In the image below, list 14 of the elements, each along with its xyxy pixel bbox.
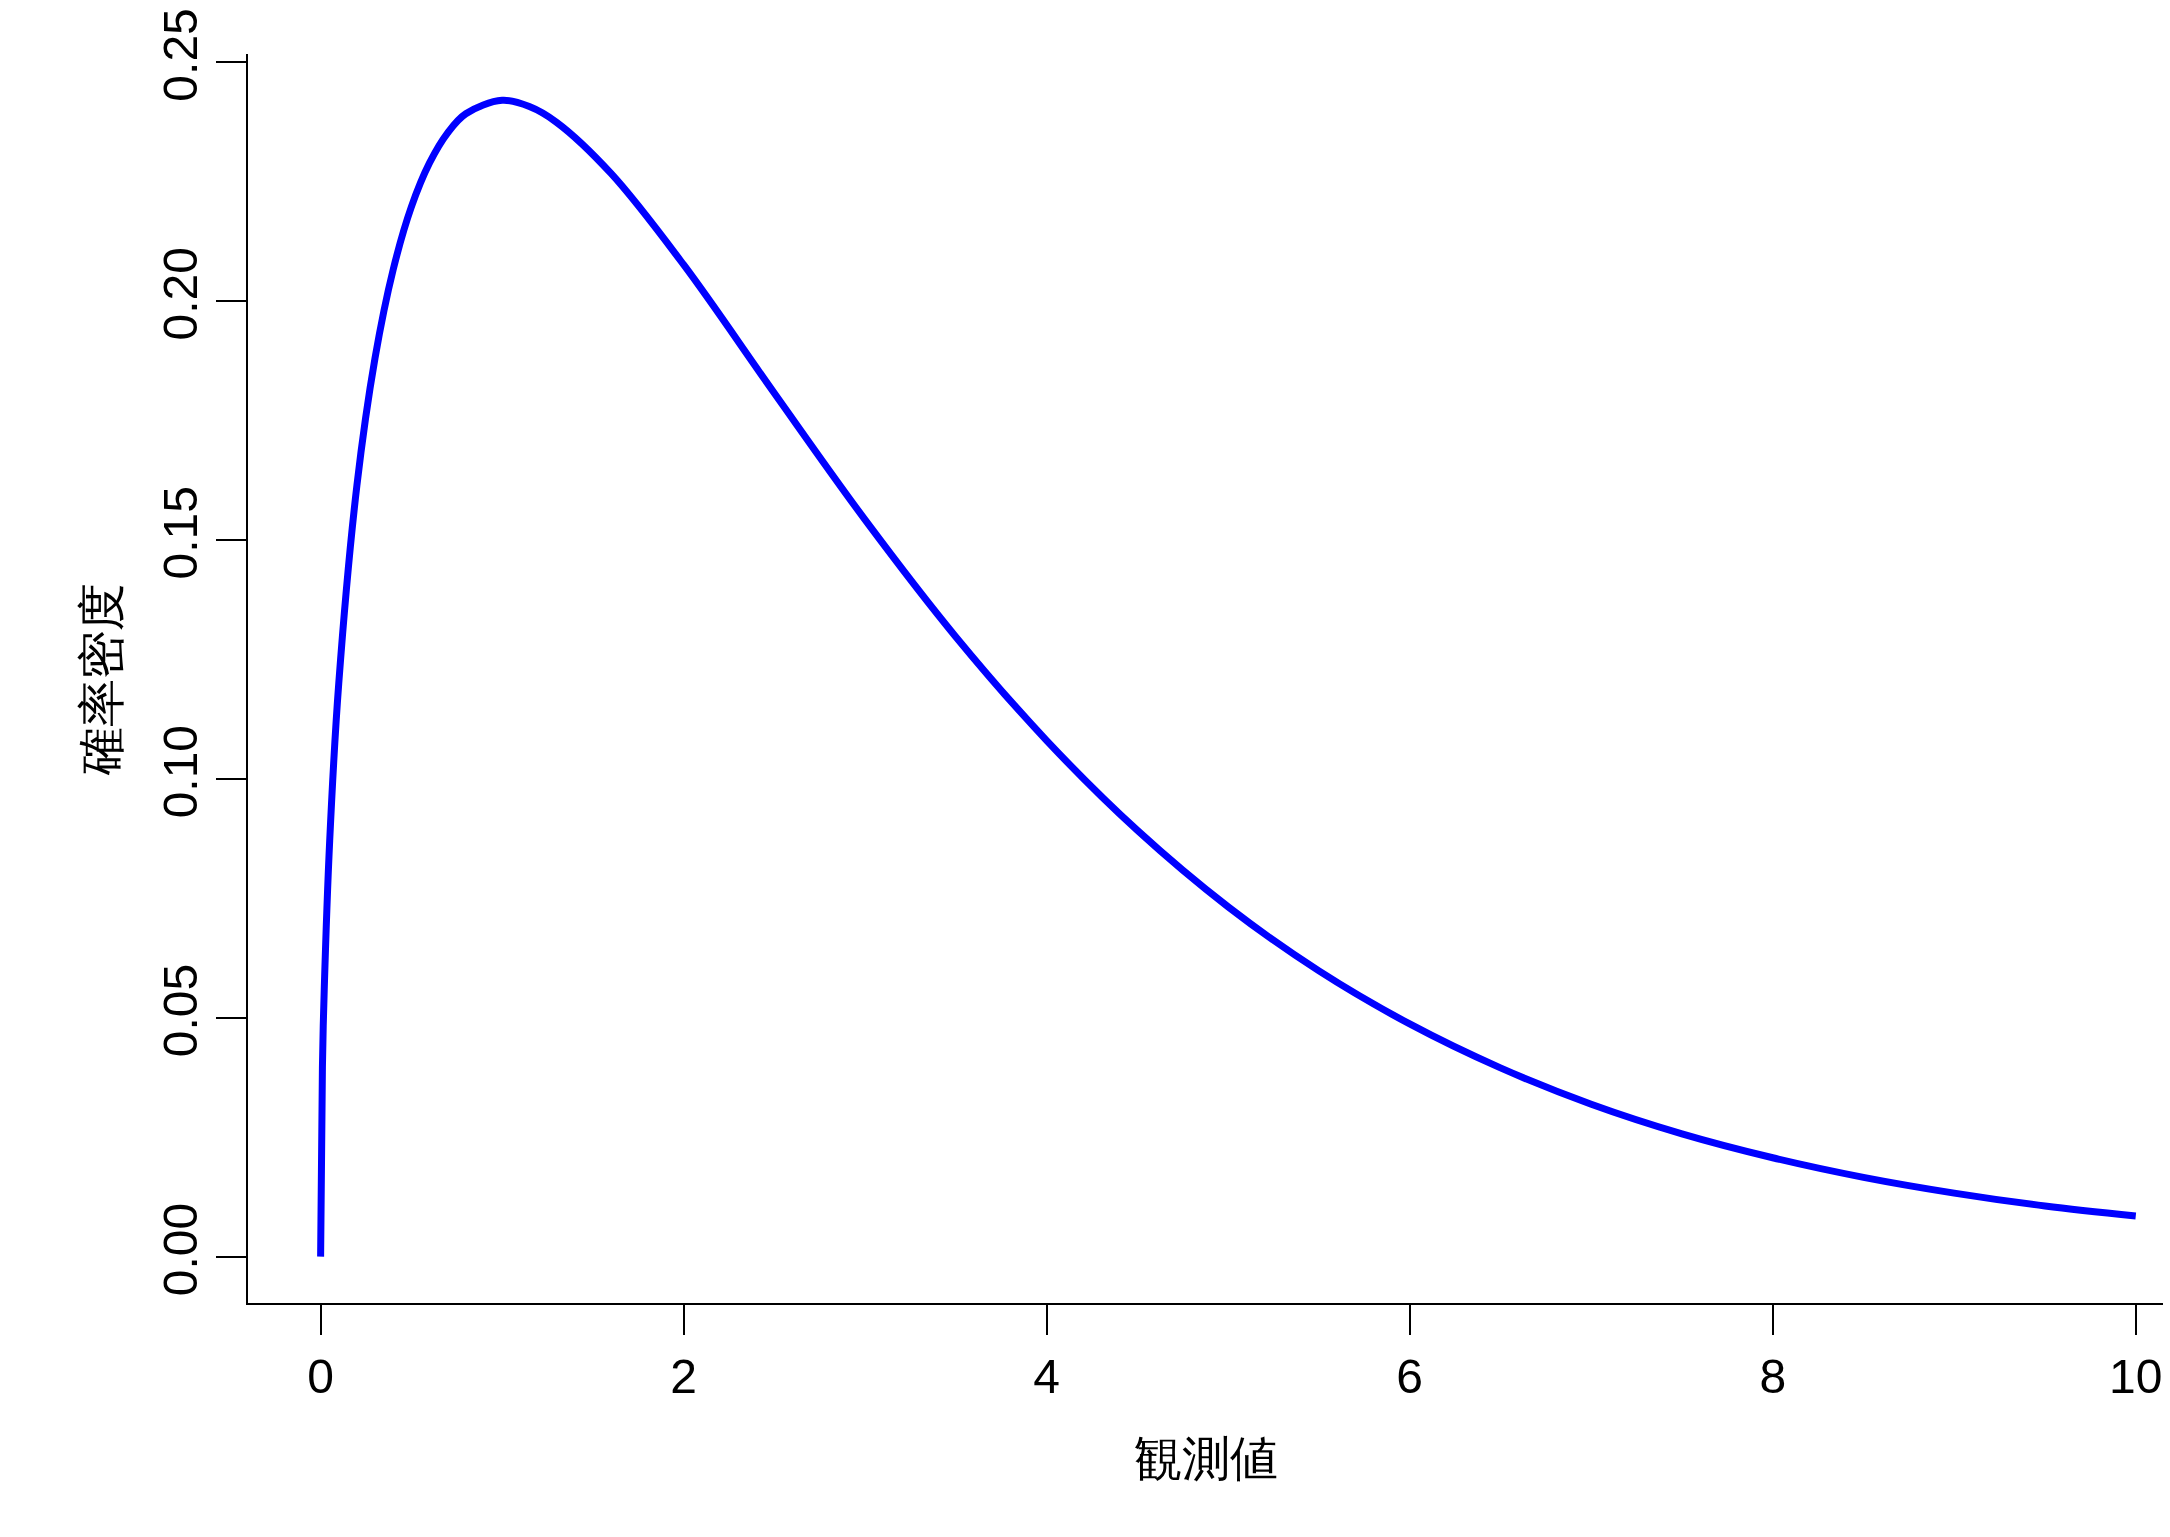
- x-axis-title: 観測値: [1133, 1424, 1278, 1490]
- x-tick-label: 4: [1033, 1349, 1061, 1403]
- y-tick-label: 0.00: [153, 1202, 207, 1297]
- y-tick-label: 0.20: [153, 247, 207, 341]
- x-tick-label: 2: [670, 1349, 697, 1403]
- y-tick-label: 0.15: [153, 486, 207, 580]
- x-tick-label: 8: [1759, 1349, 1787, 1403]
- x-tick-label: 10: [2109, 1349, 2163, 1403]
- y-tick-label: 0.05: [153, 963, 207, 1058]
- x-tick-label: 0: [307, 1349, 334, 1403]
- x-tick-label: 6: [1396, 1349, 1424, 1403]
- y-tick-label: 0.10: [153, 724, 207, 819]
- y-tick-label: 0.25: [153, 8, 207, 102]
- y-axis-title: 確率密度: [67, 582, 132, 776]
